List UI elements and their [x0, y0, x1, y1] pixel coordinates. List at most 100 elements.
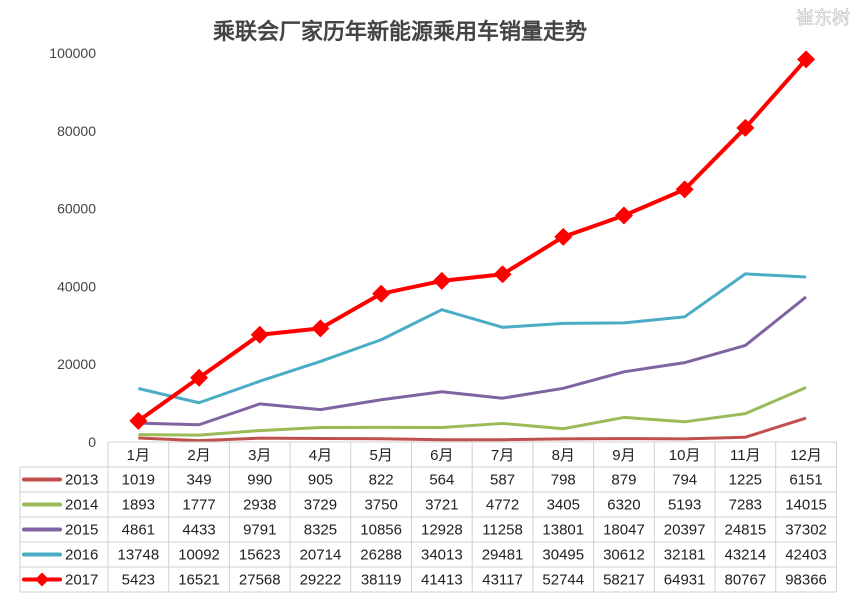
table-cell: 18047: [603, 522, 645, 539]
x-tick-label: 10月: [669, 447, 701, 464]
x-tick-label: 1月: [127, 447, 150, 464]
data-point-2017: [250, 325, 269, 344]
table-cell: 13801: [542, 522, 584, 539]
table-cell: 20397: [664, 522, 706, 539]
table-cell: 2938: [243, 497, 276, 514]
table-cell: 29222: [300, 572, 342, 589]
legend-label: 2015: [65, 522, 98, 539]
x-tick-label: 7月: [491, 447, 514, 464]
x-tick-label: 2月: [187, 447, 210, 464]
y-tick-label: 80000: [57, 123, 96, 139]
table-cell: 11258: [482, 522, 523, 539]
table-cell: 587: [490, 472, 515, 489]
table-cell: 16521: [178, 572, 220, 589]
x-tick-label: 5月: [369, 447, 392, 464]
table-cell: 7283: [729, 497, 762, 514]
data-table: 1月 2月 3月 4月 5月 6月 7月 8月 9月 10月 11月 12月 2013 1019 349 99…: [19, 441, 837, 593]
y-tick-label: 0: [88, 434, 96, 450]
data-point-2017: [129, 411, 148, 430]
table-cell: 5193: [668, 497, 701, 514]
table-cell: 58217: [603, 572, 645, 589]
x-tick-label: 8月: [552, 447, 575, 464]
x-tick-label: 11月: [730, 447, 761, 464]
data-point-2017: [190, 368, 209, 387]
table-cell: 26288: [360, 547, 402, 564]
data-point-2017: [432, 271, 451, 290]
table-cell: 5423: [122, 572, 155, 589]
data-point-2017: [493, 265, 512, 284]
table-cell: 4861: [122, 522, 155, 539]
x-tick-label: 4月: [309, 447, 332, 464]
legend-label: 2013: [65, 472, 98, 489]
table-cell: 13748: [117, 547, 159, 564]
table-cell: 30612: [603, 547, 645, 564]
data-point-2017: [372, 284, 391, 303]
table-cell: 98366: [785, 572, 827, 589]
table-cell: 10856: [360, 522, 402, 539]
y-axis: 0 20000 40000 60000 80000 100000: [49, 45, 96, 450]
x-tick-label: 3月: [248, 447, 271, 464]
table-cell: 3750: [364, 497, 397, 514]
chart-title: 乘联会厂家历年新能源乘用车销量走势: [212, 19, 587, 45]
table-cell: 349: [187, 472, 212, 489]
y-tick-label: 20000: [57, 356, 96, 372]
table-cell: 8325: [304, 522, 337, 539]
table-cell: 4433: [182, 522, 215, 539]
table-cell: 27568: [239, 572, 281, 589]
table-cell: 3721: [425, 497, 458, 514]
table-cell: 15623: [239, 547, 281, 564]
table-cell: 52744: [542, 572, 584, 589]
series-line-2015: [138, 295, 807, 427]
table-cell: 12928: [421, 522, 463, 539]
table-cell: 37302: [785, 522, 827, 539]
table-cell: 41413: [421, 572, 463, 589]
series-line-2013: [138, 416, 807, 443]
table-cell: 20714: [300, 547, 342, 564]
series-line-2014: [138, 386, 807, 437]
legend-label: 2016: [65, 547, 98, 564]
table-cell: 798: [551, 472, 576, 489]
table-cell: 10092: [178, 547, 220, 564]
y-tick-label: 100000: [49, 45, 96, 61]
table-cell: 3405: [547, 497, 580, 514]
table-cell: 9791: [243, 522, 276, 539]
table-cell: 64931: [664, 572, 706, 589]
y-tick-label: 40000: [57, 278, 96, 294]
table-cell: 3729: [304, 497, 337, 514]
table-cell: 32181: [664, 547, 706, 564]
data-point-2017: [797, 50, 816, 69]
x-tick-label: 9月: [612, 447, 635, 464]
legend-label: 2017: [65, 572, 98, 589]
table-cell: 879: [611, 472, 636, 489]
table-cell: 1893: [122, 497, 155, 514]
table-cell: 564: [429, 472, 454, 489]
table-cell: 38119: [361, 572, 402, 589]
watermark: 崔东树: [796, 8, 850, 29]
table-cell: 24815: [724, 522, 766, 539]
table-cell: 30495: [542, 547, 584, 564]
x-tick-label: 6月: [430, 447, 453, 464]
table-cell: 794: [672, 472, 697, 489]
series-lines: [129, 50, 816, 443]
data-point-2017: [675, 180, 694, 199]
table-cell: 990: [247, 472, 272, 489]
table-cell: 80767: [724, 572, 766, 589]
table-cell: 1225: [729, 472, 762, 489]
table-cell: 822: [369, 472, 394, 489]
table-cell: 42403: [785, 547, 827, 564]
series-line-2016: [138, 272, 807, 405]
y-tick-label: 60000: [57, 201, 96, 217]
table-cell: 43214: [724, 547, 766, 564]
table-cell: 29481: [482, 547, 524, 564]
table-cell: 43117: [482, 572, 523, 589]
x-tick-label: 12月: [790, 447, 822, 464]
legend-label: 2014: [65, 497, 98, 514]
table-cell: 905: [308, 472, 333, 489]
data-point-2017: [311, 319, 330, 338]
legend-marker-2017: [35, 572, 49, 587]
table-cell: 1019: [122, 472, 155, 489]
data-point-2017: [736, 118, 755, 137]
table-cell: 6320: [607, 497, 640, 514]
series-line-2017: [137, 58, 808, 423]
